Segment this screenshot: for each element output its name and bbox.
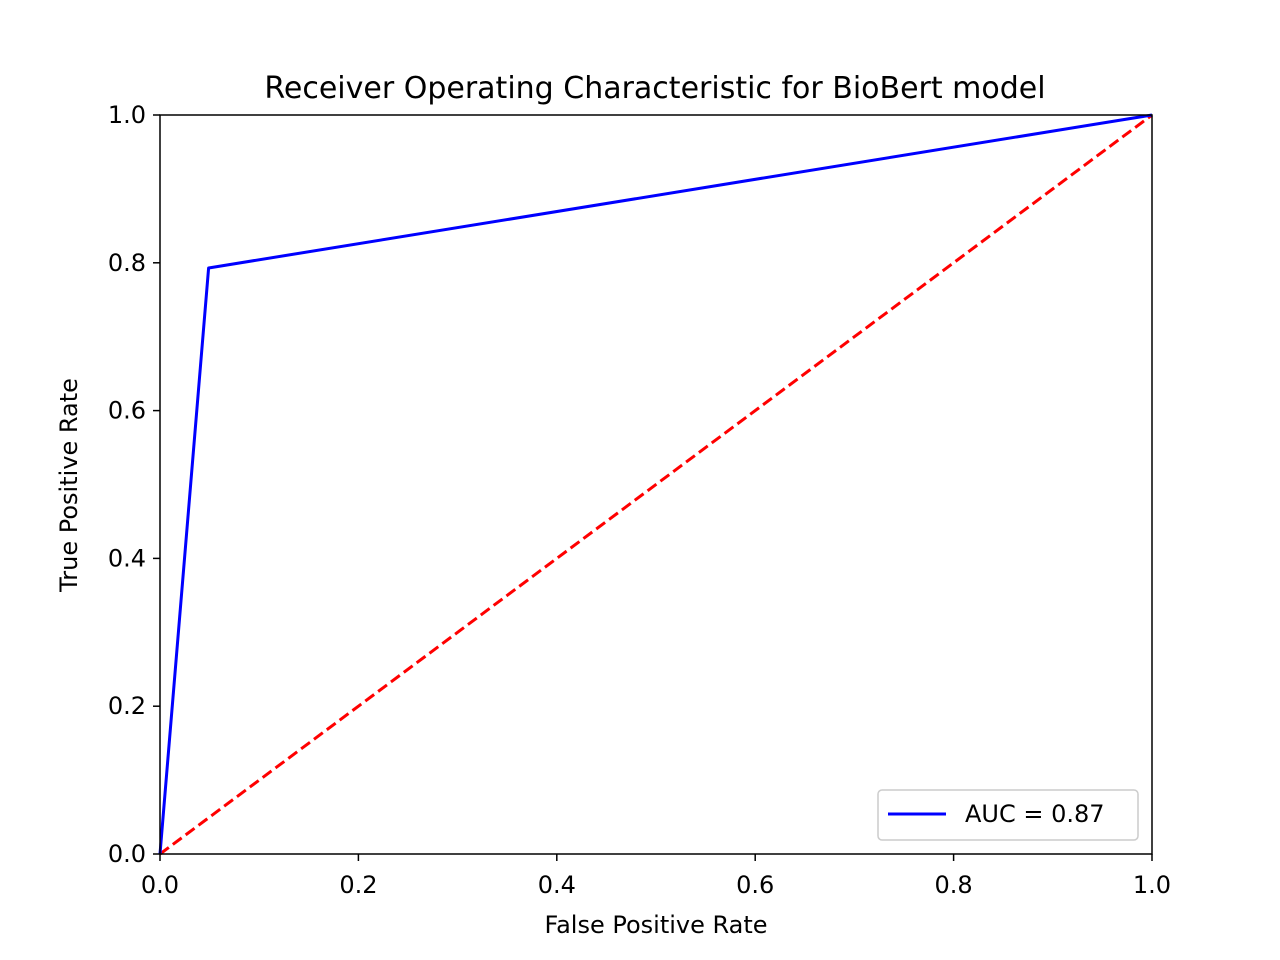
series-layer [158, 113, 1153, 856]
plot-area [158, 113, 1153, 856]
x-tick-label: 0.6 [736, 871, 774, 899]
y-axis-label: True Positive Rate [55, 378, 83, 593]
plot-frame [159, 114, 1153, 855]
legend-label-auc: AUC = 0.87 [965, 800, 1105, 828]
y-tick-label: 0.2 [108, 692, 146, 720]
x-tick-label: 1.0 [1133, 871, 1171, 899]
y-axis-ticks: 0.0 0.2 0.4 0.6 0.8 1.0 [108, 101, 160, 868]
chart-title: Receiver Operating Characteristic for Bi… [264, 71, 1045, 106]
legend-frame [877, 789, 1139, 841]
x-tick-label: 0.2 [339, 871, 377, 899]
y-tick-label: 1.0 [108, 101, 146, 129]
x-tick-label: 0.0 [141, 871, 179, 899]
x-axis-label: False Positive Rate [544, 911, 767, 939]
y-tick-label: 0.8 [108, 249, 146, 277]
y-tick-label: 0.0 [108, 840, 146, 868]
x-tick-label: 0.8 [935, 871, 973, 899]
x-tick-label: 0.4 [538, 871, 576, 899]
y-tick-label: 0.6 [108, 397, 146, 425]
reference-line [159, 113, 1153, 856]
y-tick-label: 0.4 [108, 544, 146, 572]
roc-curve-line [158, 113, 1153, 855]
x-axis-ticks: 0.0 0.2 0.4 0.6 0.8 1.0 [141, 854, 1171, 899]
legend: AUC = 0.87 [877, 789, 1139, 841]
